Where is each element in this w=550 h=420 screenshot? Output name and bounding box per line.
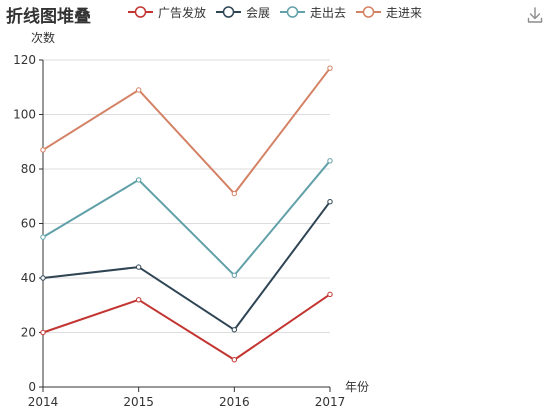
x-tick-label: 2016 (219, 395, 250, 409)
legend-item[interactable]: 走出去 (280, 4, 346, 21)
chart-title: 折线图堆叠 (6, 7, 91, 27)
series-line (42, 160, 331, 277)
series-line (42, 201, 331, 331)
data-point (231, 190, 238, 197)
x-axis-label: 年份 (345, 380, 369, 394)
data-point (327, 199, 333, 205)
data-point (135, 264, 142, 270)
y-tick-label: 0 (28, 380, 36, 394)
legend-line-icon (128, 6, 153, 18)
legend: 广告发放 会展 走出去 走进来 (128, 3, 432, 21)
data-point (231, 327, 238, 333)
data-point (327, 158, 333, 164)
series-line (42, 67, 331, 195)
y-axis-label: 次数 (31, 30, 55, 45)
legend-line-icon (356, 6, 382, 18)
legend-line-icon (216, 6, 242, 18)
y-tick-label: 100 (13, 108, 36, 122)
series-line (42, 293, 331, 361)
data-point (327, 65, 333, 71)
data-point (40, 275, 46, 281)
y-tick-label: 80 (21, 162, 36, 176)
x-tick-label: 2017 (315, 395, 346, 409)
data-point (231, 272, 238, 278)
legend-item[interactable]: 走进来 (356, 4, 422, 21)
y-tick-label: 20 (21, 326, 36, 340)
data-point (40, 147, 46, 153)
legend-label: 走出去 (310, 5, 347, 20)
legend-item[interactable]: 广告发放 (128, 4, 206, 21)
data-point (40, 329, 46, 336)
y-tick-label: 40 (21, 271, 36, 285)
legend-label: 走进来 (386, 5, 423, 20)
data-point (327, 291, 333, 298)
data-point (135, 297, 142, 303)
data-point (231, 357, 238, 363)
legend-item[interactable]: 会展 (216, 4, 270, 21)
y-tick-label: 60 (21, 217, 36, 231)
x-tick-label: 2015 (123, 395, 154, 409)
x-tick-label: 2014 (28, 395, 59, 409)
legend-label: 会展 (246, 5, 271, 20)
data-point (135, 177, 142, 183)
legend-label: 广告发放 (158, 5, 207, 20)
download-icon[interactable] (526, 6, 544, 24)
data-point (40, 234, 46, 240)
legend-line-icon (280, 6, 306, 18)
y-tick-label: 120 (13, 53, 36, 67)
data-point (135, 87, 142, 93)
